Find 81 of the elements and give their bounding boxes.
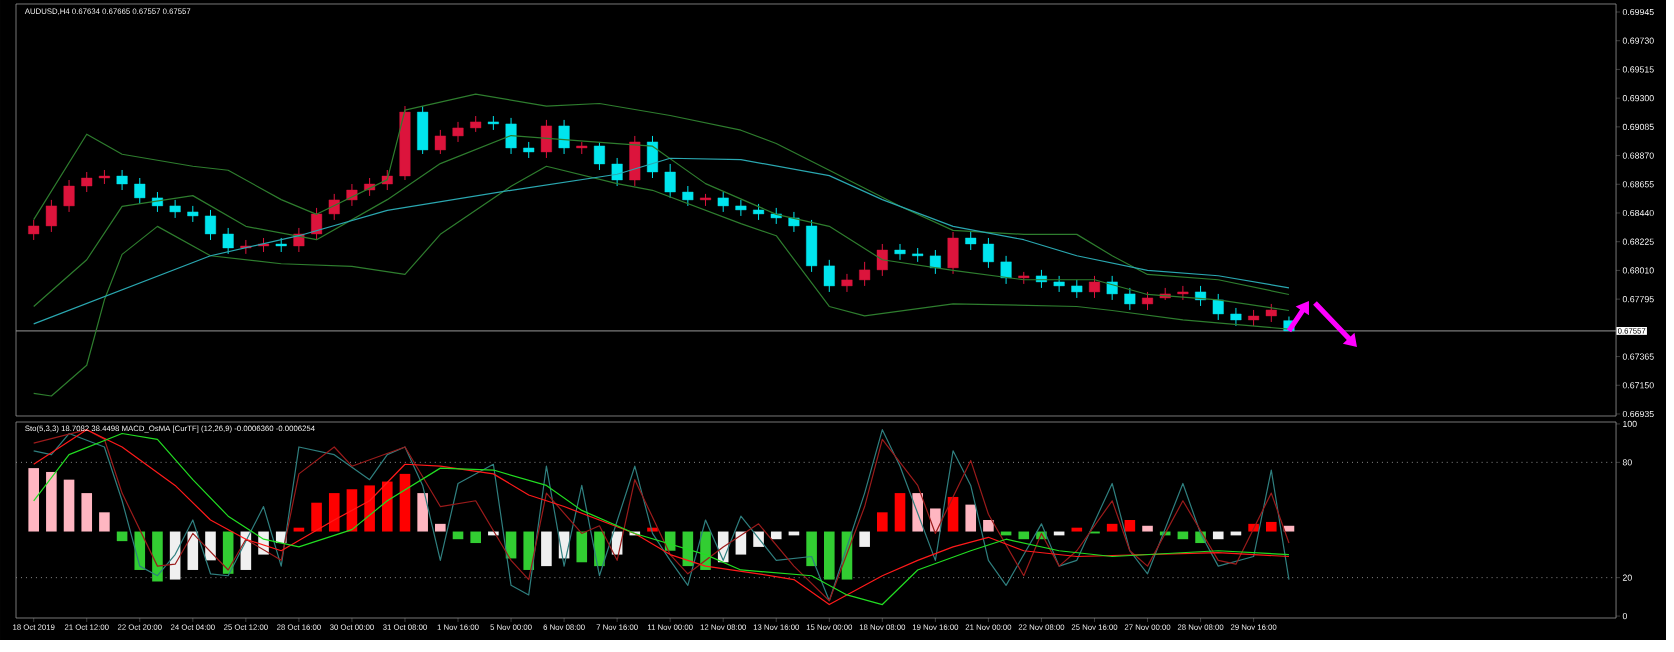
candlestick — [505, 117, 517, 155]
candlestick — [1000, 255, 1012, 285]
bar — [1018, 531, 1030, 540]
bar — [328, 493, 340, 532]
candlestick — [1212, 293, 1224, 321]
candlestick — [434, 129, 446, 155]
candlestick — [982, 237, 994, 269]
bar — [28, 468, 39, 532]
bar — [46, 471, 57, 532]
bar — [877, 512, 888, 532]
candlestick — [540, 119, 552, 159]
candlestick — [204, 209, 216, 241]
bar — [435, 523, 446, 532]
candlestick — [1071, 279, 1083, 299]
candlestick — [682, 185, 694, 207]
candlestick — [646, 135, 658, 179]
candlestick — [735, 199, 747, 217]
line-series — [33, 157, 1290, 325]
candlestick — [81, 171, 93, 193]
candlestick — [1265, 303, 1277, 323]
candlestick — [611, 157, 623, 187]
candlestick — [45, 199, 57, 233]
candlestick — [116, 169, 128, 191]
candlestick — [63, 179, 75, 213]
bar — [81, 493, 93, 532]
bar — [364, 485, 375, 532]
bar — [770, 531, 782, 540]
candlestick — [417, 105, 429, 155]
bar — [859, 531, 870, 547]
bar — [983, 520, 994, 532]
bar — [399, 473, 411, 532]
line-series — [33, 93, 1290, 296]
candlestick — [841, 273, 853, 293]
bar — [205, 531, 216, 561]
candlestick — [965, 231, 977, 251]
candlestick — [134, 177, 146, 205]
bar — [63, 479, 75, 532]
bar — [1283, 525, 1295, 532]
candlestick — [806, 219, 818, 273]
candlestick — [1124, 287, 1136, 311]
bar — [523, 531, 535, 570]
candlestick — [876, 243, 888, 277]
candlestick — [1177, 285, 1189, 301]
candlestick — [28, 219, 40, 241]
candlestick — [222, 227, 234, 255]
bar — [1142, 525, 1153, 532]
candlestick — [947, 231, 959, 275]
bar — [965, 504, 977, 532]
bar — [894, 493, 906, 532]
candlestick — [1230, 307, 1242, 327]
bar — [1212, 531, 1224, 540]
candlestick — [859, 261, 871, 287]
candlestick — [664, 163, 676, 199]
candlestick — [558, 119, 570, 155]
candlestick — [1053, 275, 1065, 293]
bar — [417, 493, 428, 532]
candlestick — [593, 141, 605, 171]
bar — [470, 531, 481, 544]
bar — [823, 531, 835, 580]
bar — [947, 496, 959, 532]
candlestick — [717, 191, 729, 213]
bar — [576, 531, 588, 563]
bar — [1124, 520, 1136, 532]
bar — [99, 512, 110, 532]
candlestick — [1088, 275, 1100, 299]
bar — [1106, 523, 1118, 532]
candlestick — [1195, 285, 1207, 307]
candlestick — [169, 199, 181, 219]
candlestick — [894, 243, 906, 261]
candlestick — [823, 259, 835, 293]
bar — [152, 531, 163, 582]
bar — [806, 531, 817, 567]
candlestick — [311, 207, 323, 241]
candlestick — [1142, 291, 1154, 311]
bar — [541, 531, 552, 567]
bar — [1265, 521, 1277, 532]
candlestick — [929, 249, 941, 275]
bar — [311, 502, 322, 532]
candlestick — [788, 211, 800, 233]
bar — [381, 481, 393, 532]
candlestick — [452, 121, 464, 143]
